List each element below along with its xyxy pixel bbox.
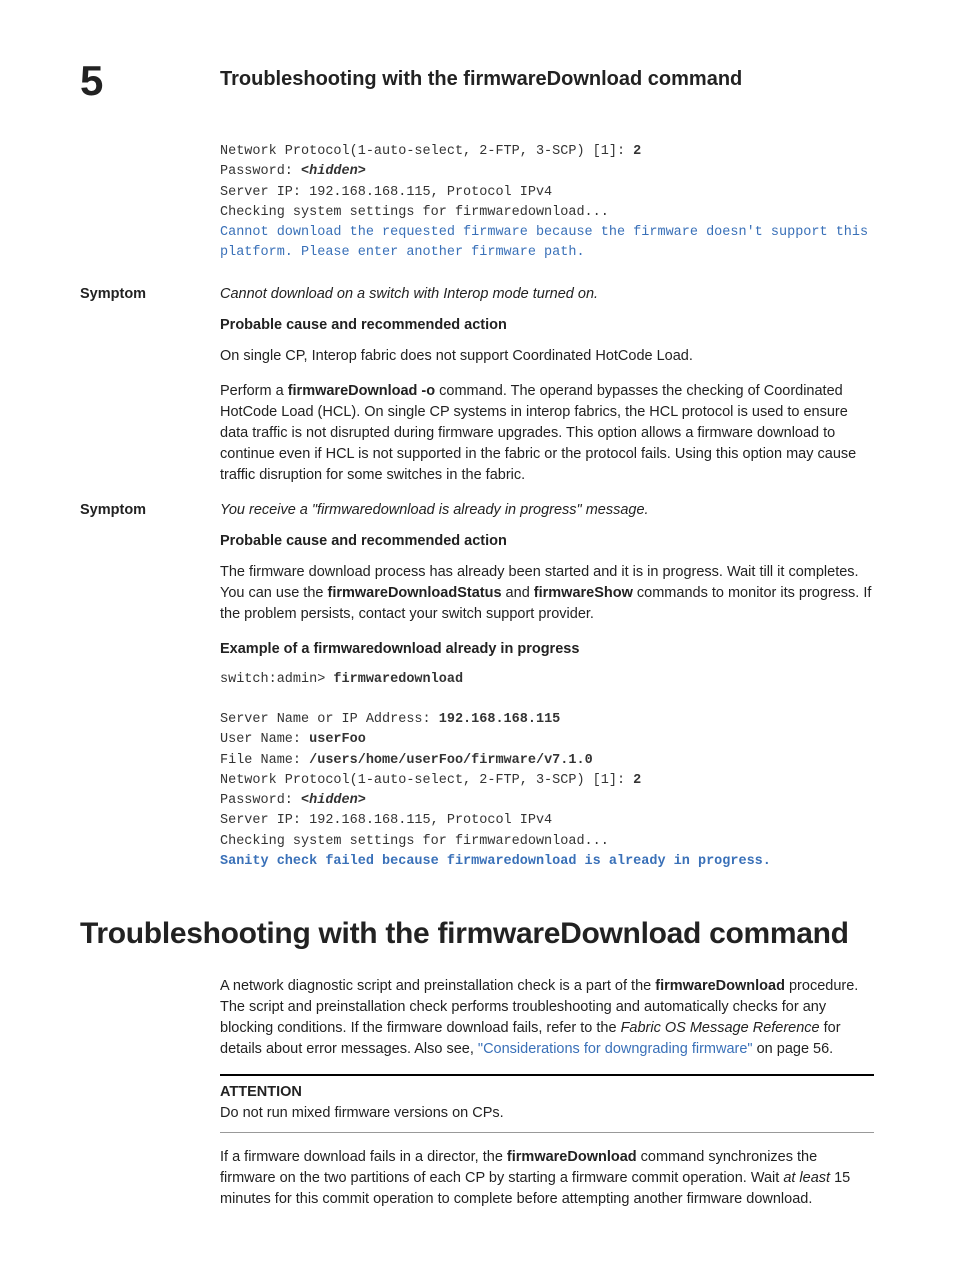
terminal-output: Network Protocol(1-auto-select, 2-FTP, 3… (220, 142, 874, 264)
paragraph: Perform a firmwareDownload -o command. T… (220, 381, 874, 486)
symptom-label: Symptom (80, 500, 220, 521)
cause-heading: Probable cause and recommended action (220, 315, 874, 336)
symptom-text: You receive a "firmwaredownload is alrea… (220, 500, 649, 521)
chapter-number: 5 (80, 60, 220, 102)
chapter-title: Troubleshooting with the firmwareDownloa… (220, 60, 742, 94)
paragraph: The firmware download process has alread… (220, 562, 874, 625)
cause-heading: Probable cause and recommended action (220, 531, 874, 552)
attention-box: ATTENTION Do not run mixed firmware vers… (220, 1074, 874, 1133)
symptom-label: Symptom (80, 284, 220, 305)
symptom-2-body: Probable cause and recommended action Th… (220, 531, 874, 873)
paragraph: If a firmware download fails in a direct… (220, 1147, 874, 1210)
example-heading: Example of a firmwaredownload already in… (220, 639, 874, 660)
attention-heading: ATTENTION (220, 1082, 874, 1103)
symptom-text: Cannot download on a switch with Interop… (220, 284, 598, 305)
page-header: 5 Troubleshooting with the firmwareDownl… (80, 60, 874, 102)
symptom-1-body: Probable cause and recommended action On… (220, 315, 874, 486)
section-title: Troubleshooting with the firmwareDownloa… (80, 912, 874, 956)
section-body: A network diagnostic script and preinsta… (220, 976, 874, 1210)
code-block-1: Network Protocol(1-auto-select, 2-FTP, 3… (220, 142, 874, 264)
symptom-1-row: Symptom Cannot download on a switch with… (80, 284, 874, 305)
attention-body: Do not run mixed firmware versions on CP… (220, 1103, 874, 1124)
paragraph: A network diagnostic script and preinsta… (220, 976, 874, 1060)
symptom-2-row: Symptom You receive a "firmwaredownload … (80, 500, 874, 521)
terminal-output: switch:admin> firmwaredownload Server Na… (220, 670, 874, 873)
cross-reference-link[interactable]: "Considerations for downgrading firmware… (478, 1041, 753, 1057)
paragraph: On single CP, Interop fabric does not su… (220, 346, 874, 367)
